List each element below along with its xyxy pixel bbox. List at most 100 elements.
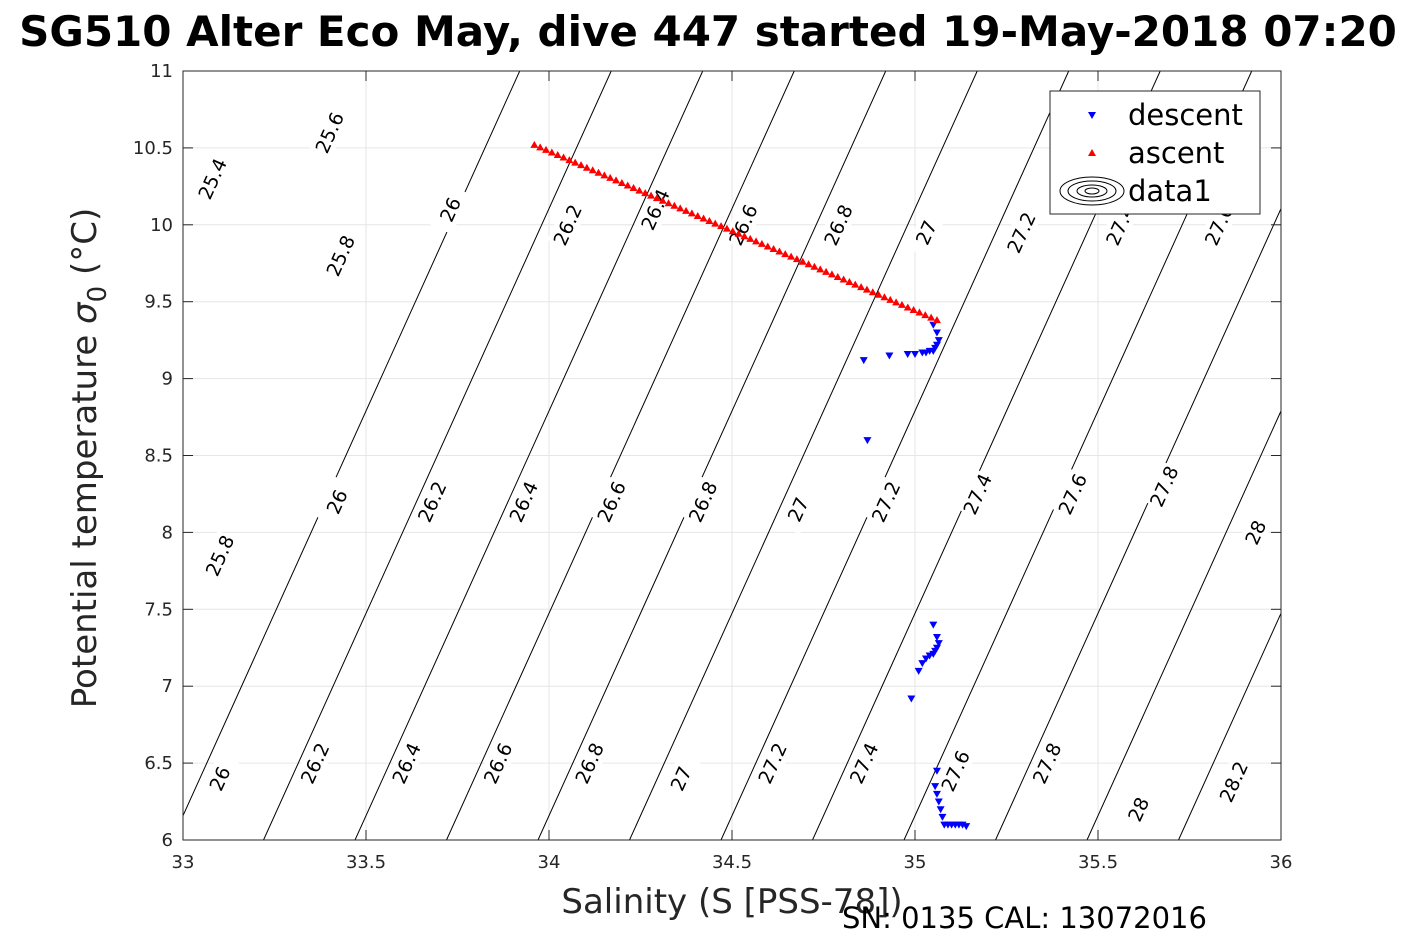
contour-label-bg bbox=[1235, 507, 1276, 558]
contour-line-27 bbox=[629, 71, 978, 840]
ascent-point bbox=[927, 313, 936, 321]
contour-line-27.2 bbox=[720, 71, 1070, 840]
ascent-point bbox=[676, 204, 685, 212]
descent-point bbox=[932, 790, 941, 798]
y-tick-label: 6 bbox=[162, 830, 173, 851]
contour-label-bg bbox=[316, 476, 357, 527]
ascent-point bbox=[892, 298, 901, 306]
ascent-point bbox=[734, 229, 743, 237]
ascent-point bbox=[810, 262, 819, 270]
x-tick-label: 35 bbox=[904, 852, 927, 873]
contour-label-bg bbox=[386, 738, 427, 789]
ascent-point bbox=[670, 201, 679, 209]
ascent-point bbox=[629, 184, 638, 192]
x-tick-label: 34.5 bbox=[712, 852, 752, 873]
contour-label-bg bbox=[294, 738, 335, 789]
y-tick-label: 10.5 bbox=[133, 138, 173, 159]
contour-label-bg bbox=[865, 476, 906, 527]
ascent-point bbox=[833, 272, 842, 280]
contour-label-bg bbox=[199, 753, 240, 804]
contour-label-bg bbox=[722, 199, 763, 250]
contour-label-bg bbox=[309, 107, 350, 158]
descent-point bbox=[914, 667, 923, 675]
contour-label-bg bbox=[199, 530, 240, 581]
contour-label-bg bbox=[1143, 461, 1184, 512]
legend-contour-icon bbox=[1067, 180, 1117, 202]
contour-label-bg bbox=[777, 484, 818, 535]
ascent-point bbox=[682, 206, 691, 214]
legend-label-data1: data1 bbox=[1128, 174, 1212, 208]
legend-contour-icon bbox=[1076, 184, 1108, 198]
ascent-point bbox=[693, 211, 702, 219]
legend-ascent-marker bbox=[1088, 149, 1096, 156]
ascent-point bbox=[775, 247, 784, 255]
descent-point bbox=[903, 350, 912, 358]
contour-label-bg bbox=[682, 476, 723, 527]
ascent-point bbox=[862, 285, 871, 293]
contour-label-bg bbox=[905, 207, 946, 258]
descent-point bbox=[936, 806, 945, 814]
legend-label-descent: descent bbox=[1128, 98, 1243, 132]
legend-contour-icon bbox=[1084, 187, 1100, 195]
ascent-point bbox=[641, 189, 650, 197]
ascent-point bbox=[594, 168, 603, 176]
contour-label-bg bbox=[635, 184, 676, 235]
ascent-point bbox=[617, 178, 626, 186]
descent-point bbox=[934, 798, 943, 806]
ascent-point bbox=[728, 227, 737, 235]
ascent-point bbox=[652, 194, 661, 202]
ascent-point bbox=[722, 224, 731, 232]
descent-point bbox=[932, 767, 941, 775]
ascent-point bbox=[635, 186, 644, 194]
contour-line-28 bbox=[1086, 409, 1281, 840]
descent-point bbox=[907, 695, 916, 703]
x-tick-label: 34 bbox=[538, 852, 561, 873]
legend[interactable]: descent ascent data1 bbox=[1049, 90, 1261, 215]
ascent-point bbox=[740, 232, 749, 240]
legend-label-ascent: ascent bbox=[1128, 136, 1224, 170]
x-tick-label: 33.5 bbox=[346, 852, 386, 873]
descent-point bbox=[938, 813, 947, 821]
legend-contour-icon bbox=[1059, 176, 1125, 206]
contour-label-bg bbox=[1001, 207, 1042, 258]
y-axis-label-subscript: 0 bbox=[83, 286, 113, 303]
ascent-point bbox=[932, 316, 941, 324]
y-tick-label: 9 bbox=[162, 369, 173, 390]
series-ascent bbox=[530, 140, 941, 324]
contour-line-25.8 bbox=[0, 71, 62, 840]
legend-box bbox=[1049, 90, 1261, 215]
ascent-point bbox=[547, 148, 556, 156]
y-tick-label: 7 bbox=[162, 676, 173, 697]
y-tick-label: 7.5 bbox=[144, 599, 173, 620]
descent-point bbox=[918, 349, 927, 357]
ascent-point bbox=[845, 278, 854, 286]
descent-point bbox=[931, 783, 940, 791]
ascent-point bbox=[664, 199, 673, 207]
axes: 33 33.5 34 34.5 35 35.5 36 6 6.5 7 7.5 8 8.5 9 9.5 10 10… bbox=[133, 61, 1293, 873]
contour-label-bg bbox=[591, 476, 632, 527]
ascent-point bbox=[903, 303, 912, 311]
ascent-point bbox=[915, 308, 924, 316]
ascent-point bbox=[559, 153, 568, 161]
ascent-point bbox=[897, 300, 906, 308]
ascent-point bbox=[839, 275, 848, 283]
ascent-point bbox=[530, 140, 539, 148]
ascent-point bbox=[757, 239, 766, 247]
ascent-point bbox=[612, 176, 621, 184]
y-axis-label-suffix: (°C) bbox=[65, 208, 105, 286]
ascent-point bbox=[588, 166, 597, 174]
ascent-point bbox=[542, 145, 551, 153]
ascent-point bbox=[565, 156, 574, 164]
ascent-point bbox=[606, 173, 615, 181]
ascent-point bbox=[705, 217, 714, 225]
ascent-point bbox=[571, 158, 580, 166]
descent-point bbox=[934, 640, 943, 648]
ascent-point bbox=[600, 171, 609, 179]
ascent-point bbox=[553, 150, 562, 158]
y-tick-label: 10 bbox=[150, 215, 173, 236]
contour-line-26.2 bbox=[263, 71, 612, 840]
ascent-point bbox=[752, 237, 761, 245]
x-tick-label: 35.5 bbox=[1078, 852, 1118, 873]
y-axis-label: Potential temperature σ0 (°C) bbox=[65, 208, 113, 708]
x-tick-label: 36 bbox=[1270, 852, 1293, 873]
